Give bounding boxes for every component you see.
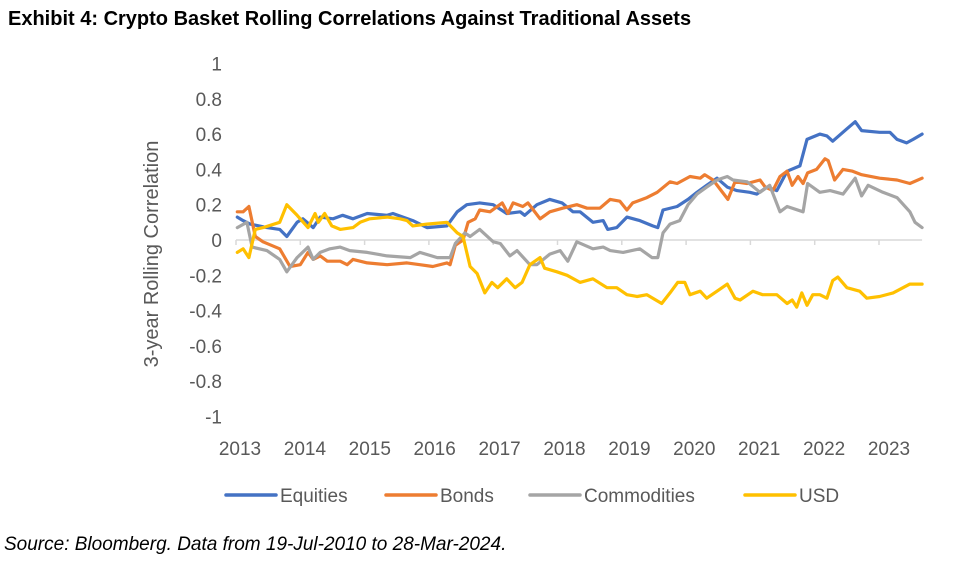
y-tick-label: -0.2 [189,266,222,287]
x-tick-label: 2015 [349,439,391,460]
legend-label: USD [799,486,839,507]
y-tick-label: -1 [205,408,222,429]
x-tick-label: 2018 [543,439,585,460]
legend-label: Bonds [440,486,494,507]
legend-item-equities: Equities [224,486,348,507]
x-tick-label: 2017 [478,439,520,460]
x-tick-label: 2021 [738,439,780,460]
x-tick-label: 2020 [673,439,715,460]
series-line-bonds [235,157,924,269]
legend: Equities Bonds Commodities USD [224,486,839,507]
x-tick-label: 2022 [803,439,845,460]
x-tick-label: 2013 [219,439,261,460]
x-tick-label: 2014 [284,439,327,460]
x-tick-label: 2016 [414,439,456,460]
series-line-usd [235,203,924,309]
y-tick-label: -0.6 [189,337,222,358]
x-tick-label: 2019 [608,439,650,460]
y-tick-label: 0.8 [196,90,222,111]
series-lines [235,120,924,309]
legend-item-bonds: Bonds [384,486,494,507]
y-tick-label: -0.8 [189,372,222,393]
x-tick-label: 2023 [868,439,910,460]
y-tick-label: -0.4 [189,302,222,323]
source-note: Source: Bloomberg. Data from 19-Jul-2010… [4,534,507,555]
y-tick-label: 0 [211,231,222,252]
y-tick-label: 0.2 [196,196,222,217]
series-line-equities [235,120,924,239]
chart-title: Exhibit 4: Crypto Basket Rolling Correla… [8,8,692,30]
legend-label: Equities [280,486,348,507]
y-axis-title: 3-year Rolling Correlation [141,141,163,368]
y-axis-ticks: 1 0.8 0.6 0.4 0.2 0 -0.2 -0.4 -0.6 -0.8 -1 [189,55,222,429]
y-tick-label: 1 [211,55,222,76]
legend-label: Commodities [584,486,695,507]
y-tick-label: 0.4 [196,160,223,181]
legend-item-usd: USD [743,486,839,507]
y-tick-label: 0.6 [196,125,222,146]
series-line-commodities [235,174,924,274]
x-axis: 2013 2014 2015 2016 2017 2018 2019 2020 2021 2022… [219,239,923,460]
legend-item-commodities: Commodities [528,486,695,507]
